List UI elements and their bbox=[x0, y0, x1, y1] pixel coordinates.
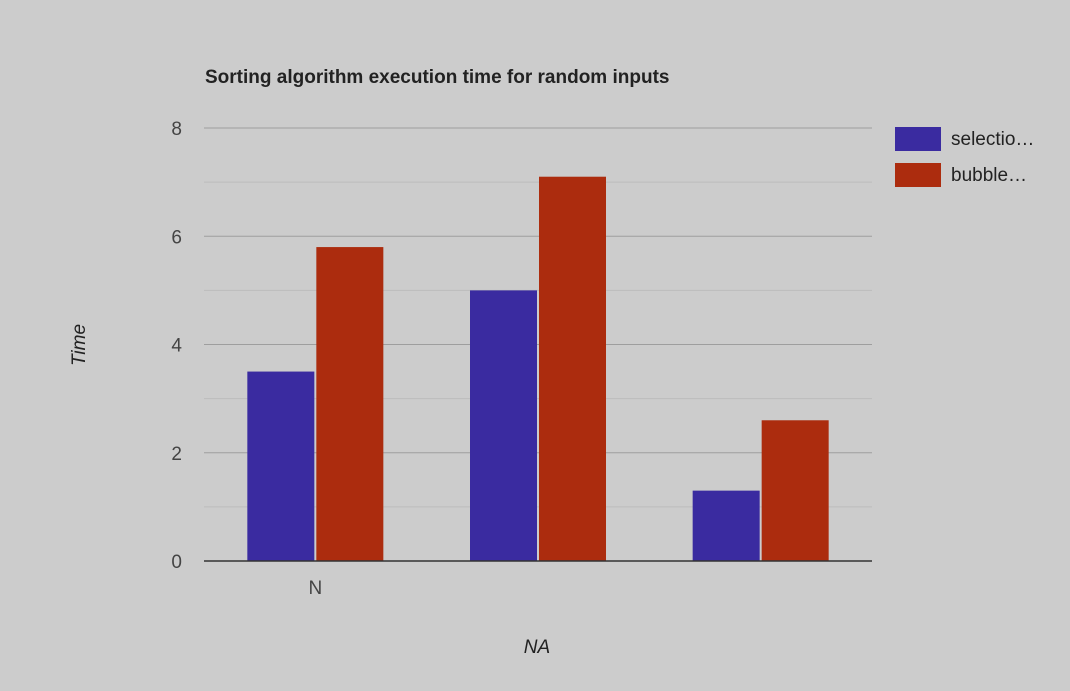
y-tick-label: 8 bbox=[171, 119, 182, 140]
gridlines bbox=[204, 127, 872, 508]
bar-series2[interactable] bbox=[539, 176, 606, 561]
chart-title: Sorting algorithm execution time for ran… bbox=[205, 67, 669, 88]
x-axis-ticks: N bbox=[308, 578, 322, 599]
bars bbox=[247, 176, 829, 561]
x-axis-title: NA bbox=[524, 637, 550, 658]
bar-series1[interactable] bbox=[692, 490, 760, 561]
legend-label: bubble… bbox=[951, 165, 1027, 186]
legend-swatch bbox=[895, 127, 941, 151]
y-tick-label: 2 bbox=[171, 444, 182, 465]
y-tick-label: 4 bbox=[171, 336, 182, 357]
y-tick-label: 6 bbox=[171, 227, 182, 248]
y-axis-ticks: 0 2 4 6 8 bbox=[171, 119, 182, 573]
bar-series1[interactable] bbox=[247, 371, 315, 561]
legend-label: selectio… bbox=[951, 129, 1034, 150]
legend-swatch bbox=[895, 163, 941, 187]
bar-series1[interactable] bbox=[470, 290, 537, 561]
bar-series2[interactable] bbox=[316, 247, 384, 561]
y-axis-title: Time bbox=[69, 324, 90, 366]
x-tick-label: N bbox=[308, 578, 322, 599]
bar-series2[interactable] bbox=[761, 420, 829, 561]
legend[interactable]: selectio… bubble… bbox=[895, 127, 1034, 187]
y-tick-label: 0 bbox=[171, 552, 182, 573]
